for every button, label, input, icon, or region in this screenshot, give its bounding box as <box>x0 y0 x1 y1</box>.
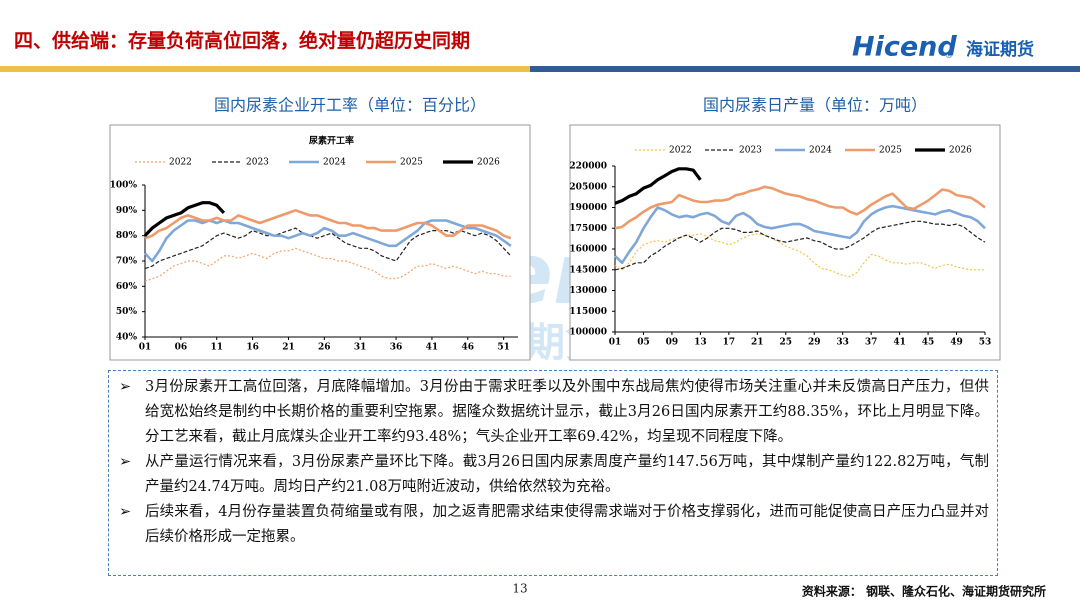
x-tick-label: 41 <box>426 343 439 353</box>
bullet: ➢ <box>119 504 132 520</box>
series-line <box>144 209 512 240</box>
y-tick-label: 205000 <box>569 182 607 192</box>
page-number: 13 <box>512 582 527 596</box>
legend-label: 2022 <box>169 158 192 168</box>
series-line <box>144 247 511 282</box>
x-tick-label: 46 <box>462 343 475 353</box>
y-tick-label: 175000 <box>569 224 607 234</box>
y-tick-label: 190000 <box>569 203 607 213</box>
x-tick-label: 45 <box>922 338 935 348</box>
y-tick-label: 60% <box>116 282 138 292</box>
chart-title: 国内尿素企业开工率（单位：百分比） <box>214 96 486 115</box>
x-tick-label: 31 <box>354 343 367 353</box>
legend-label: 2026 <box>477 158 500 168</box>
stripe <box>530 66 1080 72</box>
series-line <box>614 220 986 271</box>
text-box: ➢ 3月份尿素开工高位回落，月底降幅增加。3月份由于需求旺季以及外围中东战局焦灼使… <box>108 370 998 576</box>
x-tick-label: 41 <box>893 338 906 348</box>
chart-inner-title: 尿素开工率 <box>309 135 354 147</box>
y-tick-label: 115000 <box>569 307 607 317</box>
logo-mark: ® <box>945 51 953 60</box>
series-line <box>143 201 226 237</box>
y-tick-label: 70% <box>116 257 138 267</box>
legend-label: 2024 <box>323 158 346 168</box>
x-tick-label: 49 <box>950 338 963 348</box>
x-tick-label: 21 <box>751 338 764 348</box>
x-tick-label: 01 <box>139 343 152 353</box>
chart-title: 国内尿素日产量（单位：万吨） <box>703 96 927 115</box>
paragraph: 3月份尿素开工高位回落，月底降幅增加。3月份由于需求旺季以及外围中东战局焦灼使得… <box>145 379 989 445</box>
legend-label: 2024 <box>809 146 832 156</box>
x-tick-label: 13 <box>694 338 707 348</box>
bullet: ➢ <box>119 379 132 395</box>
legend-label: 2025 <box>879 146 902 156</box>
x-tick-label: 06 <box>175 343 188 353</box>
bullet-item: ➢ 3月份尿素开工高位回落，月底降幅增加。3月份由于需求旺季以及外围中东战局焦灼使… <box>119 375 989 450</box>
x-tick-label: 25 <box>780 338 793 348</box>
x-tick-label: 11 <box>210 343 223 353</box>
x-tick-label: 51 <box>497 343 510 353</box>
logo-cn: 海证期货 <box>966 39 1034 60</box>
x-tick-label: 26 <box>318 343 331 353</box>
x-tick-label: 09 <box>666 338 679 348</box>
x-tick-label: 05 <box>637 338 650 348</box>
x-tick-label: 33 <box>836 338 849 348</box>
paragraph: 从产量运行情况来看，3月份尿素产量环比下降。截3月26日国内尿素周度产量约147… <box>145 454 989 495</box>
y-tick-label: 100000 <box>569 328 607 338</box>
chart-frame <box>109 124 531 361</box>
bullet-item: ➢ 后续来看，4月份存量装置负荷缩量或有限，加之返青肥需求结束使得需求端对于价格支… <box>119 500 989 550</box>
x-tick-label: 21 <box>282 343 295 353</box>
bullet: ➢ <box>119 454 132 470</box>
series-line <box>614 233 985 278</box>
y-tick-label: 100% <box>110 181 138 191</box>
y-tick-label: 160000 <box>569 245 607 255</box>
x-tick-label: 36 <box>390 343 403 353</box>
legend-label: 2026 <box>949 146 972 156</box>
logo: Hicend <box>852 32 957 63</box>
y-tick-label: 130000 <box>569 286 607 296</box>
y-tick-label: 90% <box>116 206 138 216</box>
x-tick-label: 17 <box>723 338 736 348</box>
y-tick-label: 145000 <box>569 265 607 275</box>
x-tick-label: 29 <box>808 338 821 348</box>
y-tick-label: 80% <box>116 231 138 241</box>
stripe <box>0 66 530 72</box>
bullet-item: ➢ 从产量运行情况来看，3月份尿素产量环比下降。截3月26日国内尿素周度产量约14… <box>119 450 989 500</box>
x-tick-label: 16 <box>246 343 259 353</box>
slide-title: 四、供给端：存量负荷高位回落，绝对量仍超历史同期 <box>14 29 470 52</box>
series-line <box>144 227 512 270</box>
series-line <box>614 167 702 205</box>
series-line <box>614 204 986 265</box>
legend-label: 2025 <box>400 158 423 168</box>
x-tick-label: 37 <box>865 338 878 348</box>
y-tick-label: 220000 <box>569 162 607 172</box>
series-line <box>614 185 986 230</box>
legend-label: 2023 <box>739 146 762 156</box>
legend-label: 2022 <box>669 146 692 156</box>
legend-label: 2023 <box>246 158 269 168</box>
x-tick-label: 01 <box>609 338 622 348</box>
paragraph: 后续来看，4月份存量装置负荷缩量或有限，加之返青肥需求结束使得需求端对于价格支撑… <box>145 504 989 545</box>
source: 资料来源： 钢联、隆众石化、海证期货研究所 <box>802 584 1046 599</box>
y-tick-label: 40% <box>116 333 138 343</box>
x-tick-label: 53 <box>979 338 992 348</box>
y-tick-label: 50% <box>116 307 138 317</box>
